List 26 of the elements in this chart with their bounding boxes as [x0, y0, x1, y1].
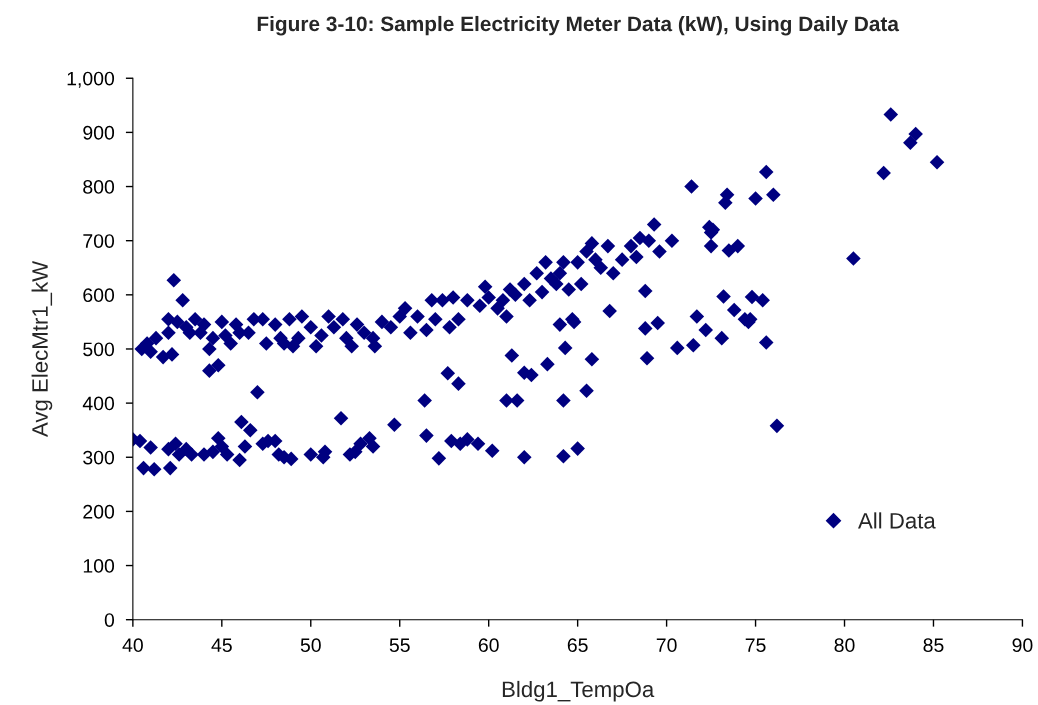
y-tick-label: 400	[82, 396, 115, 411]
x-tick-label: 65	[567, 638, 588, 653]
x-tick-label: 90	[1012, 638, 1033, 653]
y-tick-label: 800	[83, 180, 115, 194]
x-tick-label: 55	[389, 638, 410, 653]
x-tick-label: 70	[656, 638, 677, 653]
y-tick-label: 100	[83, 559, 115, 573]
x-tick-label: 45	[211, 638, 232, 653]
x-axis-title: Bldg1_TempOa	[502, 680, 655, 702]
y-tick-label: 200	[83, 504, 115, 519]
y-tick-label: 0	[104, 613, 115, 627]
x-tick-label: 80	[834, 638, 855, 653]
x-tick-label: 50	[300, 638, 321, 653]
chart-title: Figure 3-10: Sample Electricity Meter Data (kW), Using Daily Data	[257, 15, 900, 36]
y-tick-label: 600	[83, 288, 115, 303]
y-tick-label: 500	[83, 342, 115, 357]
x-tick-label: 75	[745, 638, 766, 653]
x-tick-label: 40	[122, 638, 143, 653]
x-tick-label: 60	[478, 638, 499, 653]
y-tick-label: 900	[83, 125, 115, 140]
legend-label: All Data	[858, 512, 936, 529]
y-tick-label: 1,000	[67, 71, 115, 88]
y-tick-label: 300	[83, 450, 115, 465]
y-axis-title: Avg ElecMtr1_kW	[31, 260, 53, 438]
y-tick-label: 700	[83, 234, 115, 248]
x-tick-label: 85	[923, 638, 944, 653]
